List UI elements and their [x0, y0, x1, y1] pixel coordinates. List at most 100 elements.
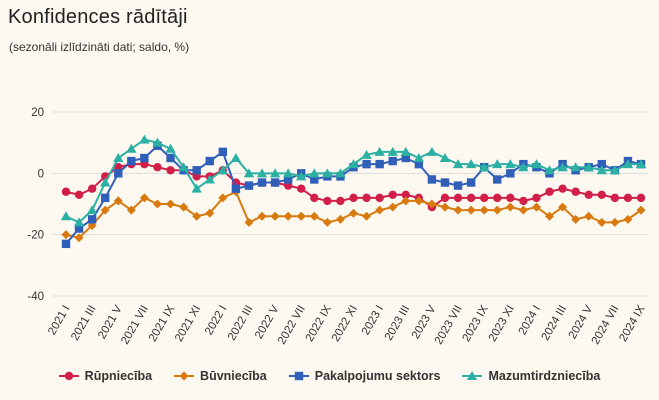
legend-marker-icon: [58, 371, 79, 381]
data-point: [113, 153, 124, 162]
x-tick-label: 2023 I: [360, 304, 386, 338]
data-point: [597, 159, 606, 169]
x-tick-label: 2021 V: [96, 303, 125, 341]
data-point: [623, 214, 633, 224]
legend-label: Rūpniecība: [84, 369, 153, 383]
data-point: [362, 159, 371, 169]
data-point: [388, 190, 397, 199]
x-tick-label: 2022 XI: [330, 304, 360, 344]
data-point: [348, 159, 359, 169]
data-point: [570, 162, 581, 172]
data-point: [583, 162, 594, 172]
data-point: [322, 168, 333, 178]
x-tick-label: 2023 V: [410, 303, 439, 341]
legend-item: Būvniecība: [174, 369, 267, 383]
legend-label: Pakalpojumu sektors: [314, 369, 441, 383]
data-point: [153, 163, 162, 172]
data-point: [100, 205, 110, 215]
data-point: [571, 187, 580, 196]
data-point: [400, 146, 411, 156]
x-tick-label: 2021 III: [69, 304, 99, 343]
data-point: [401, 190, 410, 199]
data-point: [61, 230, 71, 240]
data-point: [114, 169, 123, 178]
legend-marker-icon: [288, 371, 309, 381]
x-tick-label: 2022 V: [253, 303, 282, 341]
data-point: [426, 146, 438, 156]
data-point: [336, 196, 345, 206]
data-point: [401, 196, 411, 206]
data-point: [557, 162, 568, 172]
data-point: [269, 168, 281, 178]
legend-label: Mazumtirdzniecība: [488, 369, 601, 383]
data-point: [414, 196, 424, 206]
data-point: [440, 178, 450, 187]
data-point: [152, 137, 163, 147]
x-tick-label: 2021 I: [46, 304, 72, 338]
data-point: [571, 214, 581, 224]
data-point: [361, 149, 372, 159]
data-point: [310, 175, 319, 184]
data-point: [87, 184, 97, 193]
data-point: [544, 165, 555, 175]
data-point: [179, 202, 189, 212]
data-point: [139, 193, 149, 203]
data-point: [283, 175, 293, 184]
y-tick-label: 20: [31, 107, 44, 119]
data-point: [505, 159, 516, 169]
data-point: [86, 205, 98, 215]
data-point: [413, 153, 425, 162]
data-point: [622, 159, 634, 169]
data-point: [597, 217, 607, 227]
x-tick-label: 2023 XI: [487, 304, 517, 344]
data-point: [584, 211, 594, 221]
legend-label: Būvniecība: [200, 369, 267, 383]
legend-item: Rūpniecība: [58, 369, 153, 383]
data-point: [439, 153, 451, 162]
data-point: [113, 196, 123, 206]
data-point: [636, 193, 646, 203]
x-tick-label: 2023 III: [383, 304, 413, 343]
data-point: [218, 193, 228, 203]
data-point: [492, 205, 502, 215]
data-point: [531, 159, 542, 169]
data-point: [139, 134, 150, 144]
data-point: [257, 178, 267, 187]
data-point: [375, 193, 384, 203]
data-point: [204, 174, 215, 184]
data-point: [270, 178, 280, 187]
data-point: [623, 193, 633, 203]
data-point: [205, 156, 214, 166]
data-point: [466, 205, 476, 215]
data-point: [140, 153, 149, 163]
data-point: [166, 166, 175, 175]
data-point: [192, 211, 202, 221]
y-tick-label: 0: [38, 168, 44, 180]
data-point: [374, 146, 385, 156]
data-point: [596, 165, 607, 175]
data-point: [165, 143, 176, 153]
data-point: [519, 196, 528, 206]
data-point: [126, 143, 137, 153]
data-point: [558, 184, 567, 193]
data-point: [388, 202, 398, 212]
data-point: [375, 159, 384, 169]
y-tick-label: -20: [27, 230, 44, 242]
data-point: [192, 166, 201, 175]
data-point: [362, 211, 372, 221]
data-point: [427, 199, 437, 209]
data-point: [257, 211, 267, 221]
data-point: [61, 187, 71, 196]
data-point: [74, 190, 84, 199]
data-point: [453, 205, 463, 215]
data-point: [636, 205, 646, 215]
data-point: [375, 205, 385, 215]
data-point: [297, 184, 306, 193]
data-point: [282, 168, 294, 178]
data-point: [244, 181, 254, 190]
data-point: [478, 162, 490, 172]
data-point: [230, 153, 242, 162]
data-point: [309, 168, 320, 178]
data-point: [178, 162, 189, 172]
data-point: [440, 193, 450, 203]
